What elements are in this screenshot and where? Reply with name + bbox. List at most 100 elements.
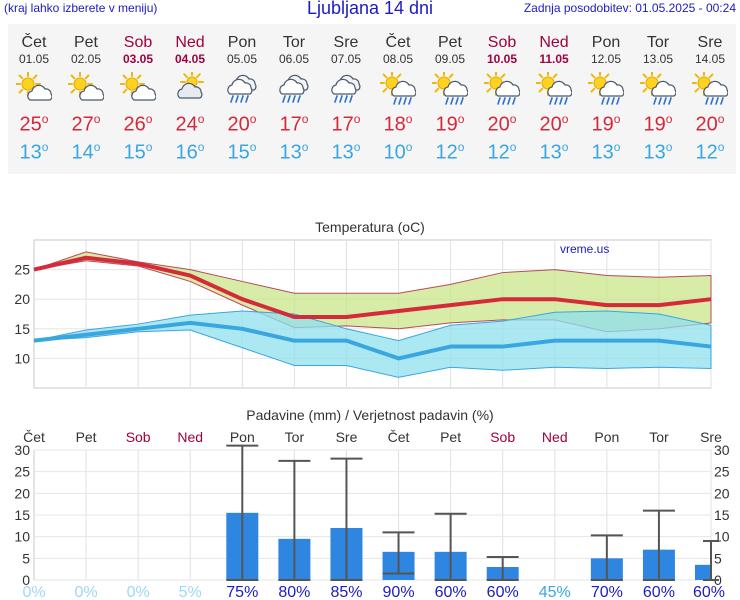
page-title: Ljubljana 14 dni <box>306 0 434 18</box>
min-temperature: 12o <box>684 140 736 166</box>
sun-cloud-icon <box>60 71 112 108</box>
max-temperature-value: 19 <box>435 113 458 136</box>
max-temperature: 26o <box>112 112 164 140</box>
sun-rain-icon <box>476 70 528 108</box>
degree-symbol: o <box>353 112 361 126</box>
precipitation-probability-label: 85% <box>330 584 362 600</box>
min-temperature: 12o <box>424 140 476 166</box>
max-temperature: 17o <box>268 112 320 140</box>
degree-symbol: o <box>717 112 725 126</box>
degree-symbol: o <box>301 112 309 126</box>
x-day-label: Sob <box>490 429 515 445</box>
day-name: Čet <box>21 34 47 51</box>
day-column: Pon 05.05 20o 15o <box>216 24 268 166</box>
y-tick-label: 20 <box>14 291 30 307</box>
max-temperature-value: 17 <box>331 113 354 136</box>
day-column: Ned 11.05 20o 13o <box>528 24 580 166</box>
sun-rain-icon <box>632 70 684 108</box>
min-temperature-value: 13 <box>331 141 354 164</box>
chart-title: Temperatura (oC) <box>315 219 425 235</box>
min-temperature-value: 12 <box>695 141 718 164</box>
max-temperature: 27o <box>60 112 112 140</box>
day-column: Sob 03.05 26o 15o <box>112 24 164 166</box>
y-tick-label: 15 <box>14 321 30 337</box>
day-column: Čet 01.05 25o 13o <box>8 24 60 166</box>
precipitation-probability-label: 0% <box>22 584 45 600</box>
degree-symbol: o <box>41 140 49 154</box>
precipitation-bar <box>695 564 711 580</box>
watermark-label: vreme.us <box>560 242 609 256</box>
y-tick-label: 10 <box>14 350 30 366</box>
day-column: Tor 06.05 17o 13o <box>268 24 320 166</box>
degree-symbol: o <box>613 112 621 126</box>
location-hint[interactable]: (kraj lahko izberete v meniju) <box>4 1 158 15</box>
precipitation-probability-label: 90% <box>383 584 415 600</box>
precipitation-probability-label: 0% <box>75 584 98 600</box>
y-tick-label-right: 20 <box>714 485 730 501</box>
day-date: 02.05 <box>70 52 102 66</box>
max-temperature-value: 24 <box>175 113 198 136</box>
precipitation-probability-label: 5% <box>179 584 202 600</box>
degree-symbol: o <box>561 112 569 126</box>
max-temperature-value: 27 <box>71 113 94 136</box>
day-name: Pon <box>591 34 621 51</box>
min-temperature: 13o <box>8 140 60 166</box>
min-temperature: 13o <box>268 140 320 166</box>
x-day-label: Pet <box>440 429 461 445</box>
degree-symbol: o <box>509 112 517 126</box>
min-temperature-value: 13 <box>279 141 302 164</box>
min-temperature-line <box>33 320 712 361</box>
min-temperature: 16o <box>164 140 216 166</box>
cloud-sun-icon <box>164 70 216 108</box>
max-temperature-value: 18 <box>383 113 406 136</box>
degree-symbol: o <box>405 140 413 154</box>
day-date: 13.05 <box>642 52 674 66</box>
day-name: Sob <box>123 34 153 51</box>
x-day-label: Sob <box>126 429 151 445</box>
degree-symbol: o <box>717 140 725 154</box>
max-temperature-line <box>33 255 712 319</box>
y-tick-label: 5 <box>22 550 30 566</box>
degree-symbol: o <box>145 112 153 126</box>
max-temperature-value: 19 <box>591 113 614 136</box>
precipitation-probability-label: 60% <box>435 584 467 600</box>
x-day-label: Sre <box>336 429 358 445</box>
max-temperature-value: 20 <box>227 113 250 136</box>
sun-cloud-icon <box>8 71 60 108</box>
degree-symbol: o <box>457 140 465 154</box>
day-name: Tor <box>282 34 306 51</box>
day-column: Pet 09.05 19o 12o <box>424 24 476 166</box>
min-temperature-value: 10 <box>383 141 406 164</box>
sun-rain-icon <box>424 70 476 108</box>
x-day-label: Čet <box>388 429 410 445</box>
precipitation-probability-label: 0% <box>127 584 150 600</box>
max-temperature: 25o <box>8 112 60 140</box>
min-temperature: 12o <box>476 140 528 166</box>
day-name: Ned <box>539 34 569 51</box>
degree-symbol: o <box>93 112 101 126</box>
y-tick-label: 20 <box>14 485 30 501</box>
degree-symbol: o <box>93 140 101 154</box>
sun-rain-icon <box>684 70 736 108</box>
degree-symbol: o <box>197 140 205 154</box>
day-column: Pet 02.05 27o 14o <box>60 24 112 166</box>
min-temperature-value: 13 <box>539 141 562 164</box>
sun-cloud-icon <box>112 71 164 108</box>
day-date: 06.05 <box>278 52 310 66</box>
min-temperature-value: 15 <box>227 141 250 164</box>
y-tick-label: 15 <box>14 507 30 523</box>
max-temperature-value: 20 <box>539 113 562 136</box>
day-date: 07.05 <box>330 52 362 66</box>
precipitation-probability-label: 80% <box>278 584 310 600</box>
min-temperature: 14o <box>60 140 112 166</box>
x-day-label: Pet <box>76 429 97 445</box>
max-temperature: 24o <box>164 112 216 140</box>
y-tick-label: 10 <box>14 529 30 545</box>
x-day-label: Pon <box>594 429 619 445</box>
max-temperature: 20o <box>528 112 580 140</box>
day-date: 10.05 <box>486 52 518 66</box>
day-name: Sre <box>697 34 723 51</box>
y-tick-label: 25 <box>14 464 30 480</box>
max-temperature-value: 25 <box>19 113 42 136</box>
precipitation-probability-label: 60% <box>693 584 725 600</box>
